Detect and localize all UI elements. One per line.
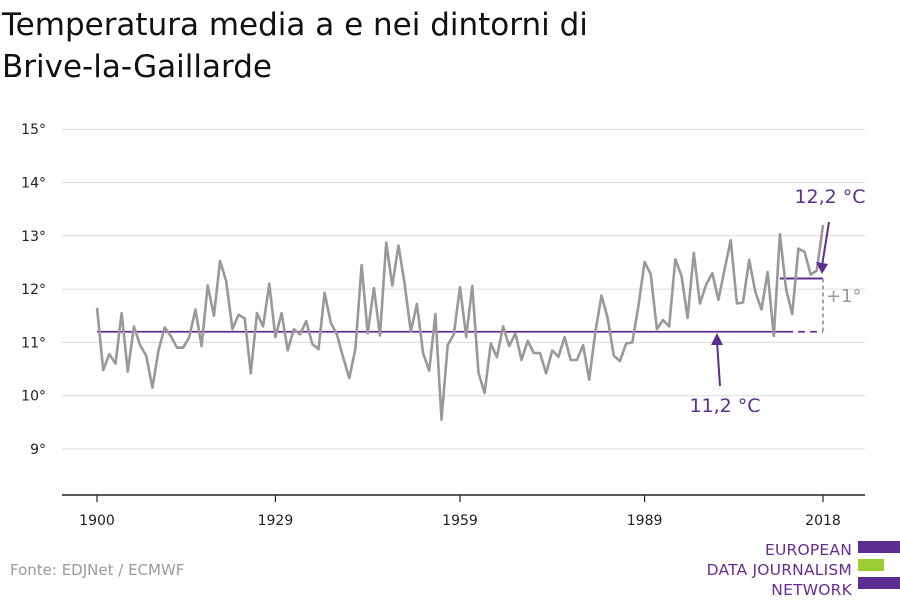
edjnet-logo-text: EUROPEAN DATA JOURNALISM NETWORK [707,540,852,600]
reference-lines [97,277,824,333]
chart-title: Temperatura media a e nei dintorni di Br… [2,4,762,88]
y-axis-tick-labels: 9° 10° 11° 12° 13° 14° 15° [21,122,46,458]
x-tick-label-2018: 2018 [805,513,841,529]
logo-line-2: DATA JOURNALISM [706,561,852,579]
y-tick-label-14: 14° [21,176,46,192]
logo-bar-top [858,541,900,553]
annotations: 12,2 °C 11,2 °C +1° [689,186,865,417]
logo-line-1: EUROPEAN [764,541,852,559]
edjnet-logo-mark [858,541,900,589]
logo-bar-bottom [858,577,900,589]
x-tick-label-1959: 1959 [442,513,478,529]
baseline-mean-label: 11,2 °C [689,395,760,417]
grid-lines [62,128,865,450]
series-line-0 [95,224,825,421]
y-tick-label-10: 10° [21,389,46,405]
y-tick-label-9: 9° [30,442,46,458]
chart-title-line-2: Brive-la-Gaillarde [2,49,272,85]
y-tick-label-11: 11° [21,335,46,351]
recent-arrow-shaft [821,221,830,267]
y-tick-label-12: 12° [21,282,46,298]
x-tick-label-1989: 1989 [627,513,663,529]
y-tick-label-15: 15° [21,122,46,138]
y-tick-label-13: 13° [21,229,46,245]
baseline-arrow-head [711,333,723,345]
temperature-series [95,224,825,421]
baseline-arrow-shaft [716,340,721,387]
chart-title-line-1: Temperatura media a e nei dintorni di [2,7,588,43]
source-credit: Fonte: EDJNet / ECMWF [10,561,185,579]
recent-mean-label: 12,2 °C [794,186,865,208]
x-tick-label-1900: 1900 [79,513,115,529]
x-axis-ticks: 1900 1929 1959 1989 2018 [79,495,841,529]
logo-line-3: NETWORK [771,581,852,599]
recent-arrow-head [816,262,828,274]
difference-label: +1° [826,286,862,307]
logo-bar-middle [858,559,884,571]
x-tick-label-1929: 1929 [258,513,294,529]
